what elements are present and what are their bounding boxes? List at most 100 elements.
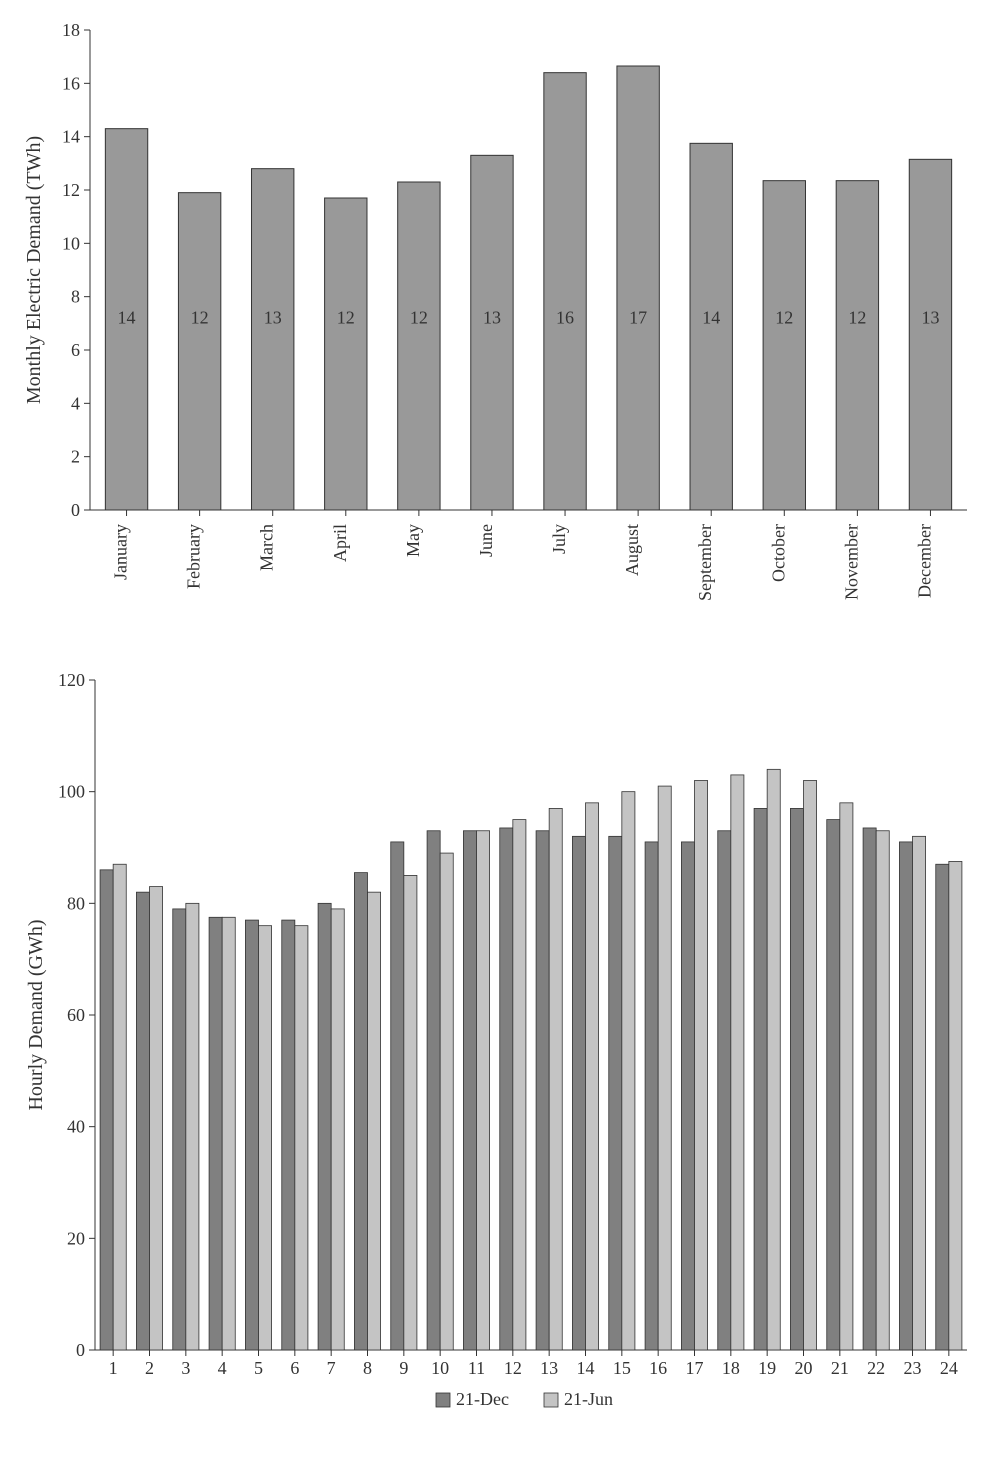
bar	[245, 920, 258, 1350]
bar-value-label: 12	[337, 307, 355, 327]
bar	[909, 159, 951, 510]
svg-text:16: 16	[62, 73, 80, 93]
x-hour-label: 2	[145, 1358, 154, 1378]
bar	[150, 887, 163, 1350]
bar-value-label: 14	[118, 307, 136, 327]
bar	[178, 193, 220, 510]
x-category-label: September	[695, 524, 715, 601]
bar	[617, 66, 659, 510]
x-category-label: January	[111, 524, 131, 580]
bar	[391, 842, 404, 1350]
bar-value-label: 13	[921, 307, 939, 327]
bar	[767, 769, 780, 1350]
svg-text:10: 10	[62, 233, 80, 253]
svg-text:8: 8	[71, 287, 80, 307]
bar	[325, 198, 367, 510]
x-hour-label: 3	[181, 1358, 190, 1378]
x-hour-label: 16	[649, 1358, 667, 1378]
x-category-label: May	[403, 524, 423, 557]
bar	[718, 831, 731, 1350]
bar	[658, 786, 671, 1350]
bar	[936, 864, 949, 1350]
bar	[368, 892, 381, 1350]
bar	[754, 808, 767, 1350]
bar-value-label: 12	[848, 307, 866, 327]
x-hour-label: 4	[218, 1358, 227, 1378]
bar	[804, 781, 817, 1351]
x-category-label: December	[914, 524, 934, 598]
svg-text:0: 0	[71, 500, 80, 520]
x-hour-label: 21	[831, 1358, 849, 1378]
bar	[252, 169, 294, 510]
bar	[681, 842, 694, 1350]
svg-text:0: 0	[76, 1340, 85, 1360]
svg-text:Monthly Electric Demand (TWh): Monthly Electric Demand (TWh)	[23, 136, 45, 404]
chart1-svg: 024681012141618Monthly Electric Demand (…	[20, 20, 977, 650]
x-category-label: March	[257, 524, 277, 571]
svg-text:14: 14	[62, 127, 80, 147]
bar	[463, 831, 476, 1350]
bar	[513, 820, 526, 1350]
x-category-label: October	[768, 524, 788, 582]
x-category-label: July	[549, 524, 569, 554]
x-category-label: April	[330, 524, 350, 562]
x-hour-label: 14	[577, 1358, 595, 1378]
bar-value-label: 12	[775, 307, 793, 327]
svg-text:Hourly Demand (GWh): Hourly Demand (GWh)	[25, 919, 47, 1110]
bar-value-label: 16	[556, 307, 574, 327]
x-category-label: June	[476, 524, 496, 557]
bar	[209, 917, 222, 1350]
bar	[427, 831, 440, 1350]
svg-text:12: 12	[62, 180, 80, 200]
x-hour-label: 20	[795, 1358, 813, 1378]
bar-value-label: 13	[483, 307, 501, 327]
bar	[282, 920, 295, 1350]
legend-label-dec: 21-Dec	[456, 1389, 509, 1409]
svg-text:20: 20	[67, 1228, 85, 1248]
x-hour-label: 5	[254, 1358, 263, 1378]
bar	[790, 808, 803, 1350]
svg-text:80: 80	[67, 893, 85, 913]
chart2-svg: 020406080100120Hourly Demand (GWh)123456…	[20, 670, 977, 1430]
x-hour-label: 24	[940, 1358, 958, 1378]
bar	[259, 926, 272, 1350]
bar	[695, 781, 708, 1351]
bar	[477, 831, 490, 1350]
bar	[100, 870, 113, 1350]
bar-value-label: 12	[191, 307, 209, 327]
x-hour-label: 6	[290, 1358, 299, 1378]
bar-value-label: 12	[410, 307, 428, 327]
x-hour-label: 15	[613, 1358, 631, 1378]
bar	[354, 873, 367, 1350]
bar	[863, 828, 876, 1350]
bar	[500, 828, 513, 1350]
bar	[836, 181, 878, 510]
bar	[113, 864, 126, 1350]
svg-text:6: 6	[71, 340, 80, 360]
bar-value-label: 14	[702, 307, 720, 327]
bar	[645, 842, 658, 1350]
x-category-label: August	[622, 524, 642, 576]
bar	[440, 853, 453, 1350]
bar	[318, 903, 331, 1350]
legend-swatch-dec	[436, 1393, 450, 1407]
hourly-demand-chart: 020406080100120Hourly Demand (GWh)123456…	[20, 670, 977, 1430]
svg-text:4: 4	[71, 393, 80, 413]
svg-text:100: 100	[58, 782, 85, 802]
svg-text:40: 40	[67, 1117, 85, 1137]
bar	[840, 803, 853, 1350]
bar	[913, 836, 926, 1350]
x-hour-label: 7	[327, 1358, 336, 1378]
x-hour-label: 19	[758, 1358, 776, 1378]
bar	[136, 892, 149, 1350]
bar	[949, 861, 962, 1350]
legend-label-jun: 21-Jun	[564, 1389, 613, 1409]
x-hour-label: 9	[399, 1358, 408, 1378]
bar	[186, 903, 199, 1350]
bar	[731, 775, 744, 1350]
x-hour-label: 18	[722, 1358, 740, 1378]
x-hour-label: 12	[504, 1358, 522, 1378]
bar	[572, 836, 585, 1350]
monthly-demand-chart: 024681012141618Monthly Electric Demand (…	[20, 20, 977, 650]
x-hour-label: 22	[867, 1358, 885, 1378]
